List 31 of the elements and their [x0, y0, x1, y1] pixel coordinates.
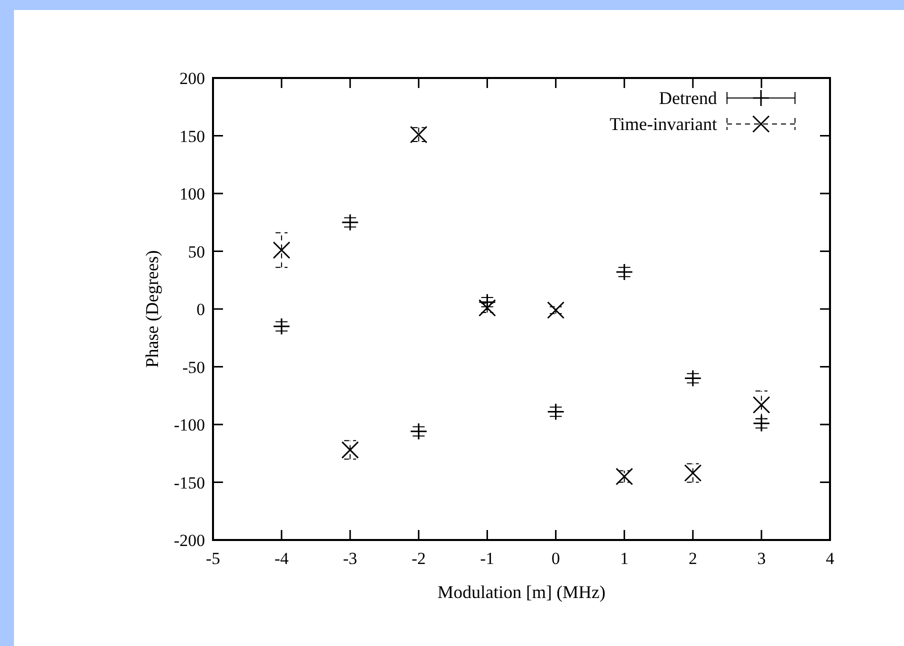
y-tick-label: 150 [180, 126, 205, 146]
x-tick-label: -1 [480, 549, 494, 568]
point [410, 422, 428, 440]
point [547, 301, 565, 319]
x-tick-label: 2 [688, 549, 698, 568]
point [616, 263, 634, 281]
y-tick-label: -200 [174, 531, 205, 550]
point [752, 396, 770, 414]
x-axis-title: Modulation [m] (MHz) [438, 582, 606, 602]
y-tick-label: 0 [196, 300, 205, 319]
x-tick-label: -5 [206, 549, 220, 568]
y-tick-label: 50 [188, 242, 205, 262]
y-tick-label: 200 [180, 69, 205, 88]
x-tick-label: -4 [274, 549, 290, 568]
point [752, 414, 770, 432]
y-tick-label: 100 [180, 184, 205, 204]
y-tick-label: -50 [182, 358, 205, 377]
x-tick-label: 4 [826, 549, 835, 568]
y-tick-label: -100 [174, 416, 205, 434]
point [272, 241, 290, 259]
y-axis-title: Phase (Degrees) [142, 250, 162, 368]
legend-label: Detrend [659, 88, 717, 108]
x-tick-label: -2 [412, 549, 426, 568]
y-tick-label: -150 [174, 473, 205, 492]
legend-label: Time-invariant [610, 114, 717, 134]
point [341, 214, 359, 232]
x-tick-label: 3 [757, 549, 766, 568]
x-tick-label: -3 [343, 549, 358, 568]
x-tick-label: 0 [552, 549, 560, 568]
x-tick-label: 1 [620, 549, 629, 568]
point [272, 318, 290, 336]
